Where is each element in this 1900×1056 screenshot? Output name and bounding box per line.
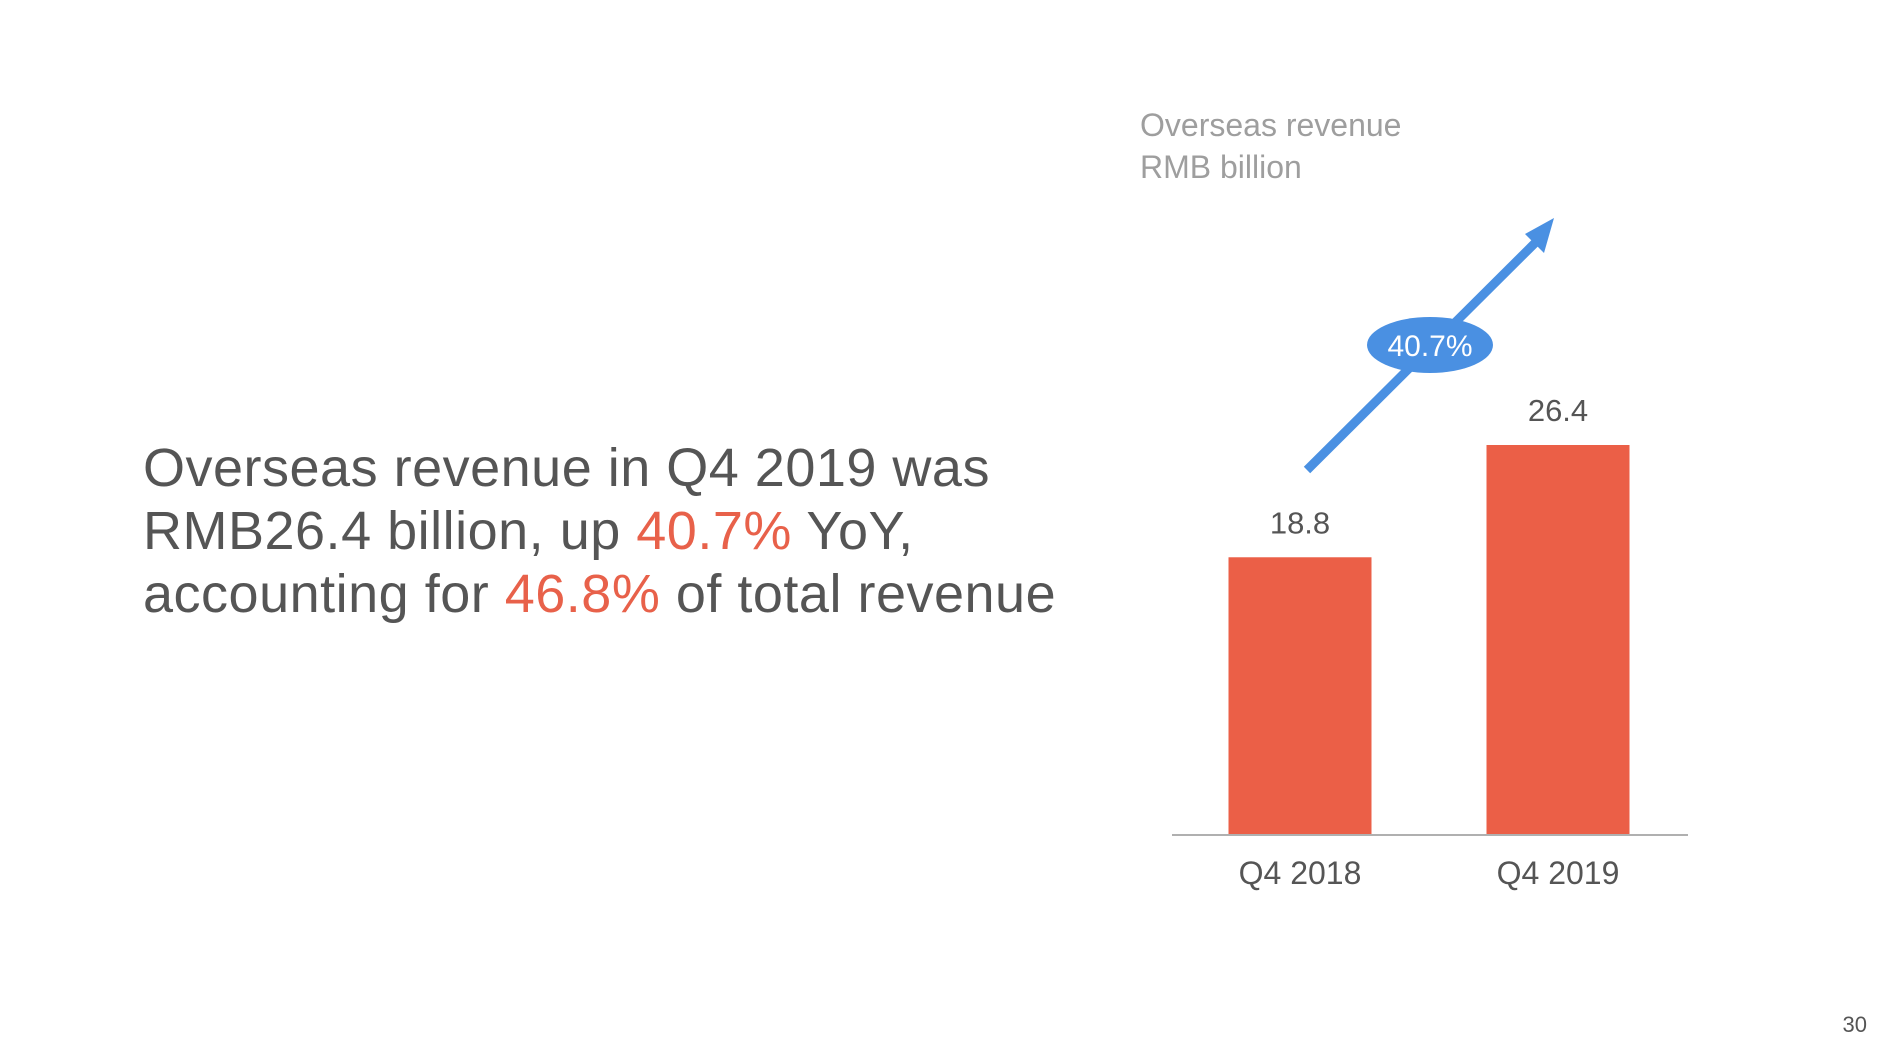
data-label: 18.8 bbox=[1270, 505, 1330, 540]
growth-badge bbox=[1367, 317, 1493, 373]
headline-line-2: RMB26.4 billion, up 40.7% YoY, bbox=[143, 500, 1143, 563]
chart-title: Overseas revenue bbox=[1140, 107, 1402, 143]
headline-line-3: accounting for 46.8% of total revenue bbox=[143, 563, 1143, 626]
x-tick-label: Q4 2018 bbox=[1239, 855, 1362, 891]
headline-part-4: accounting for bbox=[143, 564, 505, 624]
headline-part-1: Overseas revenue in Q4 2019 was bbox=[143, 438, 990, 498]
growth-badge-label: 40.7% bbox=[1387, 330, 1472, 363]
revenue-share-highlight: 46.8% bbox=[504, 564, 661, 624]
yoy-growth-highlight: 40.7% bbox=[636, 501, 792, 561]
data-label: 26.4 bbox=[1528, 393, 1588, 428]
chart-caption: Overseas revenue RMB billion bbox=[1140, 104, 1401, 188]
headline-part-5: of total revenue bbox=[660, 564, 1057, 624]
chart-unit: RMB billion bbox=[1140, 149, 1302, 185]
headline: Overseas revenue in Q4 2019 was RMB26.4 … bbox=[143, 437, 1143, 626]
headline-line-1: Overseas revenue in Q4 2019 was bbox=[143, 437, 1143, 500]
growth-arrow-head bbox=[1525, 218, 1554, 253]
bar-q4-2018 bbox=[1228, 557, 1372, 835]
headline-part-3: YoY, bbox=[791, 501, 914, 561]
x-tick-label: Q4 2019 bbox=[1497, 855, 1620, 891]
page-number: 30 bbox=[1842, 1012, 1867, 1037]
headline-part-2: RMB26.4 billion, up bbox=[143, 501, 637, 561]
bar-q4-2019 bbox=[1486, 445, 1630, 835]
